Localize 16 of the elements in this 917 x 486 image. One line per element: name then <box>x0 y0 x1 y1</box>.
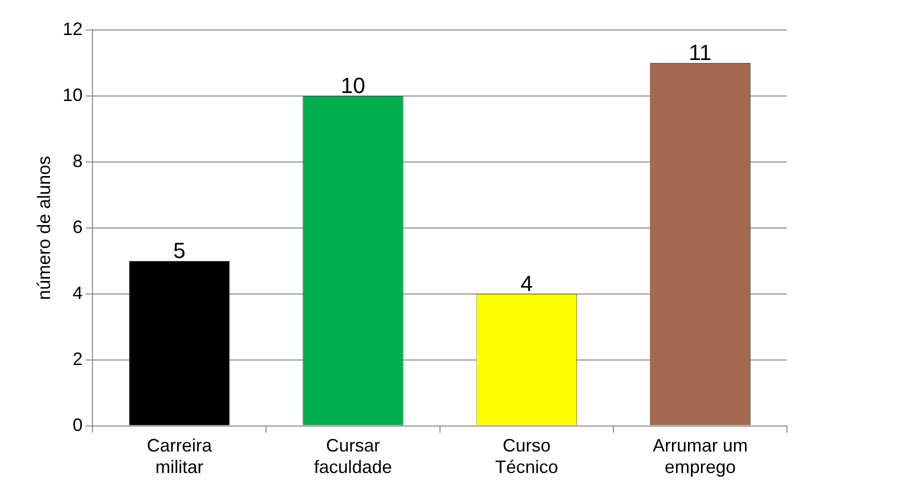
y-tick-label: 6 <box>72 216 83 237</box>
data-label: 11 <box>688 40 712 66</box>
x-tick-label: Cursar faculdade <box>314 436 392 478</box>
x-tick-label: Arrumar um emprego <box>652 436 748 478</box>
data-label: 5 <box>173 238 186 263</box>
y-tick-label: 4 <box>72 282 83 303</box>
y-tick-label: 8 <box>72 150 83 171</box>
y-tick-label: 10 <box>62 84 83 105</box>
y-axis-title: número de alunos <box>34 156 54 300</box>
data-label: 4 <box>520 270 533 296</box>
data-label: 10 <box>340 73 366 98</box>
x-tick-label: Carreira militar <box>146 436 213 478</box>
y-tick-label: 2 <box>72 348 83 369</box>
y-tick-label: 0 <box>72 414 83 435</box>
x-tick-label: Curso Técnico <box>495 436 558 478</box>
y-tick-label: 12 <box>62 18 83 39</box>
